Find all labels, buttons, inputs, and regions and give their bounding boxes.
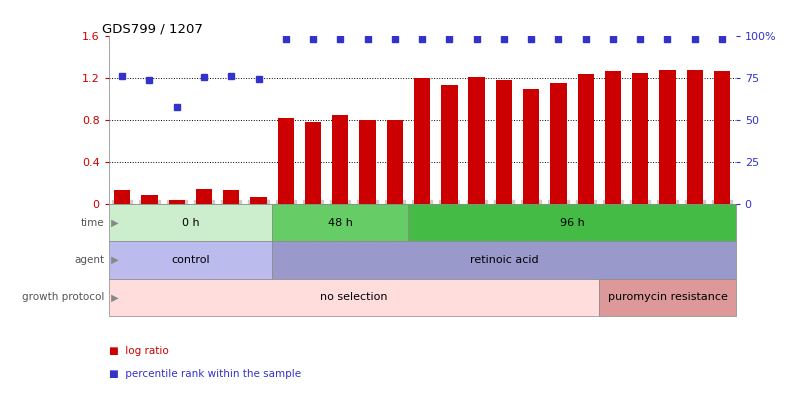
Bar xyxy=(277,118,294,204)
Text: growth protocol: growth protocol xyxy=(22,292,104,302)
Bar xyxy=(332,115,348,204)
Text: ■  log ratio: ■ log ratio xyxy=(108,346,168,356)
Text: time: time xyxy=(81,218,104,228)
Bar xyxy=(271,204,408,241)
Bar xyxy=(108,241,271,279)
Text: 0 h: 0 h xyxy=(181,218,199,228)
Text: ■  percentile rank within the sample: ■ percentile rank within the sample xyxy=(108,369,300,379)
Text: ▶: ▶ xyxy=(108,255,118,265)
Text: control: control xyxy=(171,255,210,265)
Text: ▶: ▶ xyxy=(108,218,118,228)
Text: retinoic acid: retinoic acid xyxy=(469,255,537,265)
Bar xyxy=(468,77,484,204)
Text: puromycin resistance: puromycin resistance xyxy=(607,292,727,302)
Bar xyxy=(414,79,430,204)
Text: no selection: no selection xyxy=(320,292,387,302)
Text: GDS799 / 1207: GDS799 / 1207 xyxy=(102,22,203,35)
Bar xyxy=(271,241,735,279)
Text: agent: agent xyxy=(75,255,104,265)
Bar xyxy=(495,81,512,204)
Text: 48 h: 48 h xyxy=(328,218,353,228)
Bar xyxy=(631,73,647,204)
Bar xyxy=(598,279,735,316)
Bar xyxy=(114,190,130,204)
Text: 96 h: 96 h xyxy=(559,218,584,228)
Bar xyxy=(604,71,621,204)
Bar xyxy=(549,83,566,204)
Bar xyxy=(386,120,402,204)
Bar xyxy=(359,120,375,204)
Bar xyxy=(408,204,735,241)
Bar xyxy=(141,195,157,204)
Bar xyxy=(108,204,271,241)
Bar xyxy=(522,89,539,204)
Bar xyxy=(222,190,239,204)
Bar xyxy=(108,279,598,316)
Bar xyxy=(713,71,729,204)
Bar xyxy=(686,70,702,204)
Bar xyxy=(250,197,267,204)
Bar xyxy=(304,122,321,204)
Text: ▶: ▶ xyxy=(108,292,118,302)
Bar xyxy=(169,200,185,204)
Bar xyxy=(196,190,212,204)
Bar xyxy=(577,74,593,204)
Bar xyxy=(658,70,675,204)
Bar xyxy=(441,85,457,204)
